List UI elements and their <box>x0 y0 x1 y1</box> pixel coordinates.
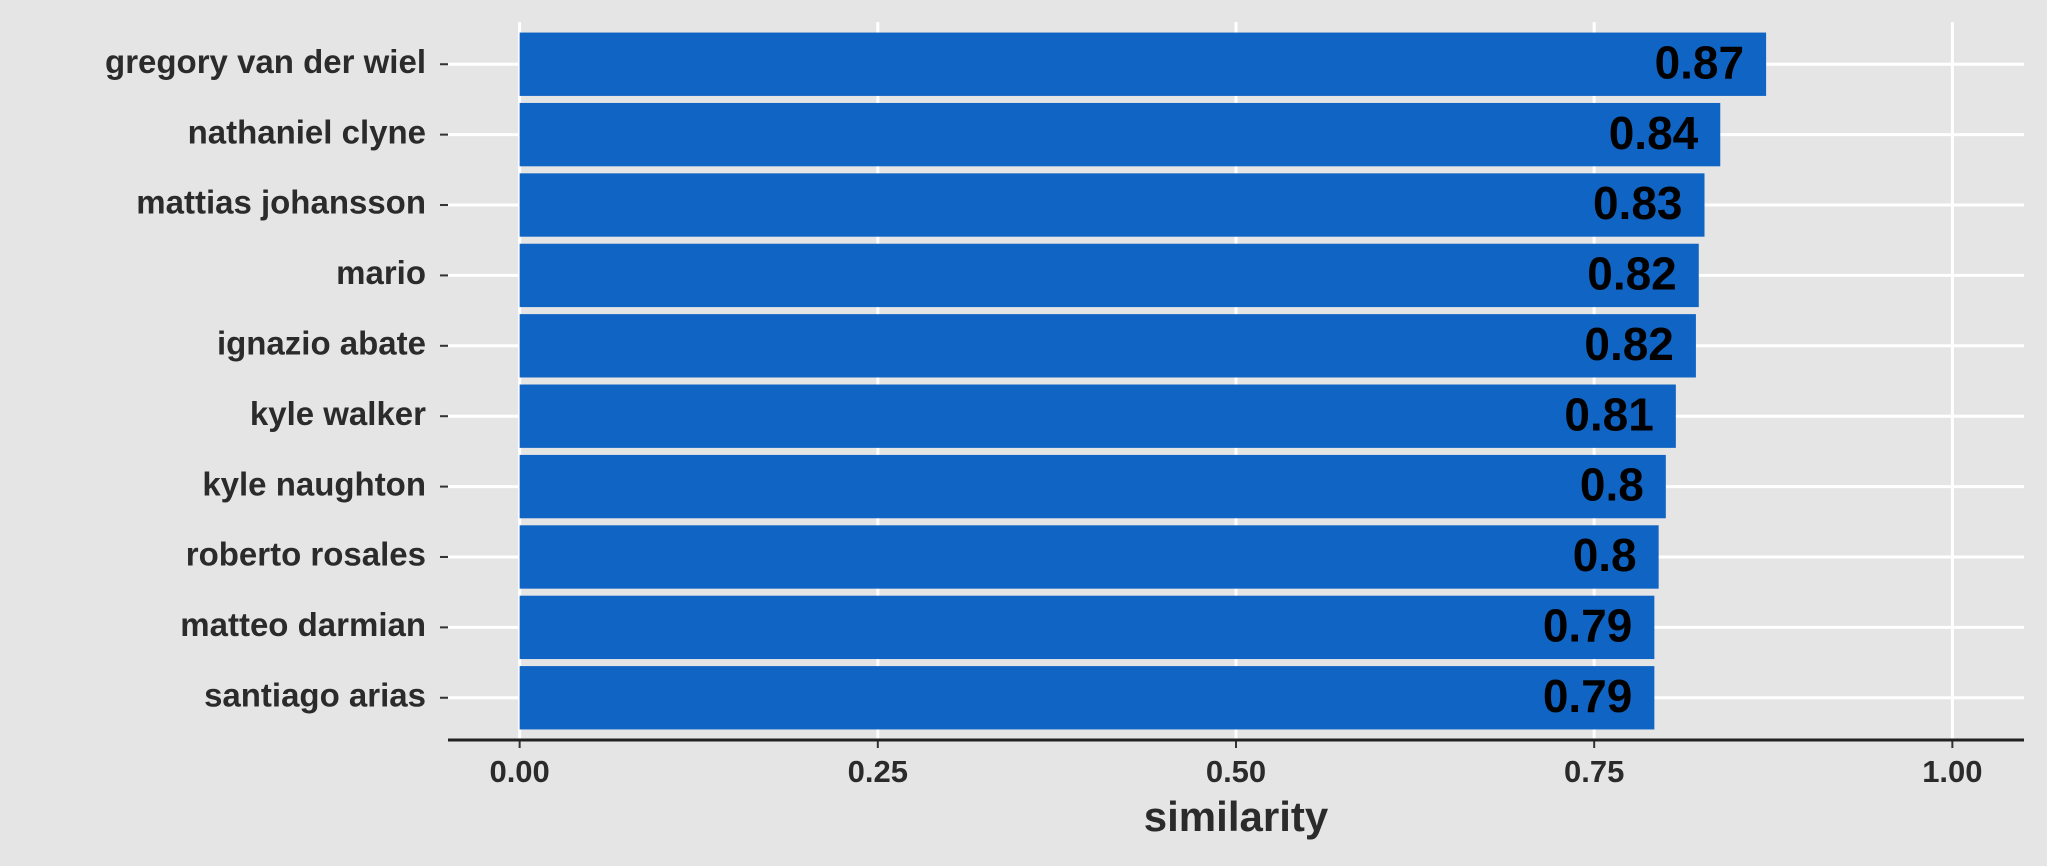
bar <box>519 243 1699 308</box>
y-tick-label: gregory van der wiel <box>105 43 426 80</box>
value-label: 0.8 <box>1580 459 1644 511</box>
value-label: 0.82 <box>1587 248 1677 300</box>
value-label: 0.81 <box>1564 388 1654 440</box>
y-tick-label: santiago arias <box>204 676 426 713</box>
bar <box>519 666 1655 730</box>
value-label: 0.8 <box>1573 529 1637 581</box>
value-label: 0.82 <box>1584 318 1674 370</box>
bar <box>519 173 1705 237</box>
x-tick-label: 0.00 <box>489 754 549 789</box>
value-label: 0.84 <box>1609 107 1699 159</box>
y-tick-label: roberto rosales <box>186 536 426 573</box>
value-label: 0.79 <box>1543 670 1633 722</box>
value-label: 0.79 <box>1543 600 1633 652</box>
x-tick-label: 0.75 <box>1564 754 1624 789</box>
y-tick-label: ignazio abate <box>217 325 426 362</box>
value-label: 0.87 <box>1655 36 1745 88</box>
bar <box>519 525 1659 589</box>
y-tick-label: matteo darmian <box>180 606 426 643</box>
y-tick-label: kyle walker <box>250 395 426 432</box>
x-axis-title: similarity <box>1144 793 1329 840</box>
bar <box>519 384 1676 448</box>
x-tick-label: 0.50 <box>1206 754 1266 789</box>
value-label: 0.83 <box>1593 177 1683 229</box>
bar <box>519 454 1666 519</box>
bar <box>519 314 1696 378</box>
y-tick-label: nathaniel clyne <box>188 113 426 150</box>
bar <box>519 595 1655 660</box>
x-tick-label: 1.00 <box>1922 754 1982 789</box>
y-tick-label: mario <box>336 254 426 291</box>
y-tick-label: mattias johansson <box>136 184 426 221</box>
bar <box>519 32 1767 96</box>
bar <box>519 102 1721 167</box>
y-tick-label: kyle naughton <box>202 465 426 502</box>
x-tick-label: 0.25 <box>848 754 908 789</box>
